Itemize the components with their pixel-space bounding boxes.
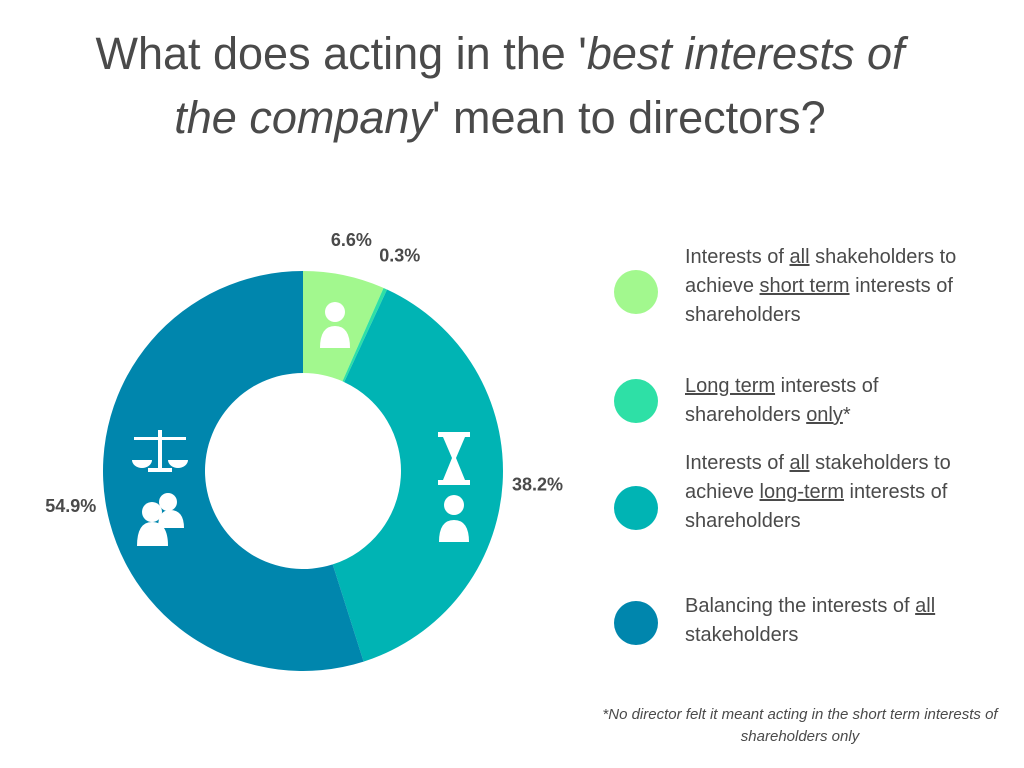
title-part: What does acting in the ': [95, 28, 587, 79]
legend-text: Interests of: [685, 246, 790, 268]
person-icon: [439, 520, 469, 542]
legend-label: Interests of all stakeholders to achieve…: [685, 449, 960, 536]
data-label: 38.2%: [512, 475, 563, 495]
hourglass-icon: [438, 432, 470, 437]
legend-swatch: [614, 270, 658, 314]
data-label: 54.9%: [45, 496, 96, 516]
legend-label: Long term interests of shareholders only…: [685, 372, 960, 430]
title-part: ' mean to directors?: [431, 92, 826, 143]
legend-text: stakeholders: [685, 624, 799, 646]
scales-icon: [158, 430, 162, 470]
legend-label: Balancing the interests of all stakehold…: [685, 592, 960, 650]
legend-swatch: [614, 379, 658, 423]
legend-text: interests of shareholders: [685, 275, 953, 326]
person-icon: [444, 495, 464, 515]
legend-text: Interests of: [685, 452, 790, 474]
legend-text: Balancing the interests of: [685, 595, 916, 617]
footnote: *No director felt it meant acting in the…: [602, 706, 998, 745]
legend-text: stakeholders to achieve: [685, 452, 951, 503]
hourglass-icon: [438, 480, 470, 485]
legend-text: short term: [759, 275, 850, 297]
title-part: best interests of the company: [174, 28, 905, 143]
legend-text: shakeholders to achieve: [685, 246, 957, 297]
legend-text: interests of shareholders: [685, 481, 948, 532]
legend-text: all: [915, 595, 936, 617]
icons: [132, 302, 470, 546]
legend-text: all: [789, 246, 810, 268]
people-icon: [159, 493, 177, 511]
people-icon: [158, 510, 184, 528]
legend-label: Interests of all shakeholders to achieve…: [685, 243, 960, 330]
legend-swatch: [614, 601, 658, 645]
legend-text: only: [806, 404, 843, 426]
legend-text: long-term: [759, 481, 844, 503]
scales-icon: [134, 437, 186, 440]
chart-title: What does acting in the 'best interests …: [60, 22, 940, 150]
donut: [102, 271, 503, 672]
legend-text: *: [842, 404, 851, 426]
person-icon: [320, 326, 350, 348]
slice: [303, 271, 384, 382]
scales-icon: [132, 460, 188, 468]
data-label: 0.3%: [379, 246, 420, 266]
person-icon: [325, 302, 345, 322]
legend-text: all: [789, 452, 810, 474]
people-icon: [137, 522, 168, 546]
legend-swatch: [614, 486, 658, 530]
slice: [342, 287, 388, 383]
legend-text: interests of shareholders: [685, 375, 879, 426]
hourglass-icon: [443, 437, 465, 480]
data-label: 6.6%: [331, 230, 372, 250]
people-icon: [142, 502, 162, 522]
slice: [332, 289, 503, 662]
scales-icon: [148, 468, 172, 472]
legend-text: Long term: [685, 375, 776, 397]
slice: [102, 271, 364, 672]
